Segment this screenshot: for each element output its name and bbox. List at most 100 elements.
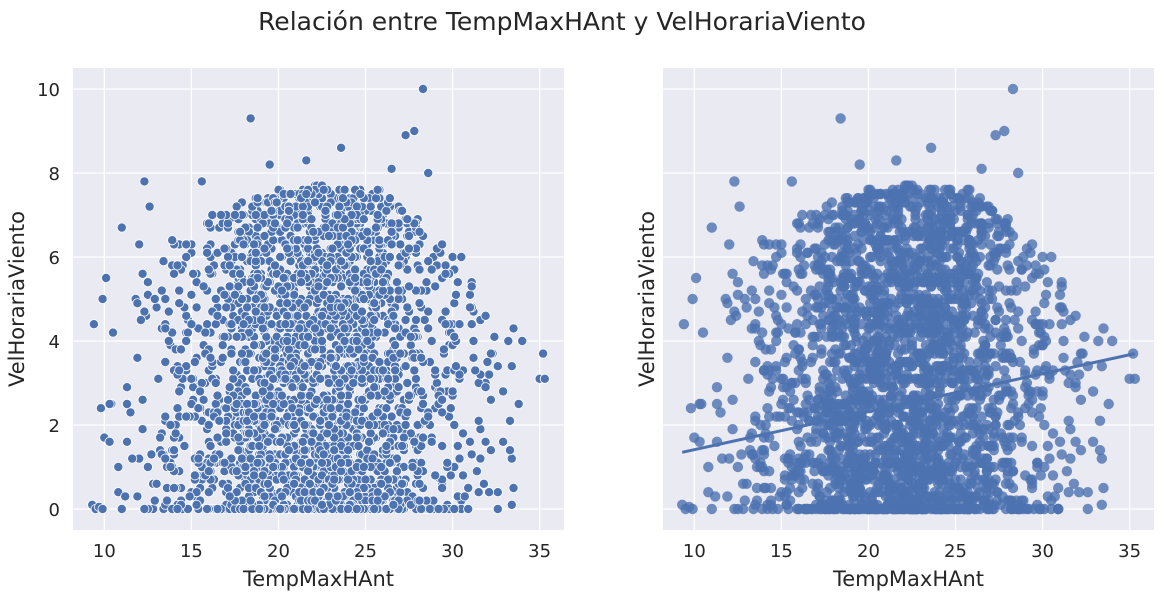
data-point	[779, 470, 791, 481]
data-point	[221, 403, 232, 414]
data-point	[174, 298, 185, 309]
data-point	[393, 382, 404, 393]
data-point	[912, 428, 923, 439]
data-point	[790, 327, 801, 338]
data-point	[388, 310, 399, 321]
data-point	[899, 197, 911, 208]
data-point	[376, 264, 387, 275]
data-point	[824, 226, 836, 237]
data-point	[266, 205, 277, 216]
data-point	[249, 411, 260, 422]
data-point	[941, 432, 952, 443]
x-tick-label: 20	[857, 541, 880, 562]
data-point	[917, 411, 928, 422]
data-point	[358, 461, 369, 472]
x-tick-label: 30	[1031, 541, 1054, 562]
data-point	[492, 503, 503, 514]
data-point	[440, 268, 451, 279]
data-point	[445, 470, 456, 481]
data-point	[353, 344, 364, 355]
data-point	[297, 201, 308, 212]
data-point	[423, 323, 434, 334]
data-point	[873, 445, 885, 456]
data-point	[393, 293, 404, 304]
data-point	[508, 323, 519, 334]
data-point	[1068, 478, 1080, 489]
data-point	[186, 289, 197, 300]
data-point	[135, 314, 146, 325]
data-point	[289, 478, 300, 489]
data-point	[449, 298, 460, 309]
data-point	[464, 289, 475, 300]
data-point	[224, 260, 235, 271]
data-point	[193, 403, 204, 414]
data-point	[127, 453, 138, 464]
data-point	[711, 398, 723, 410]
data-point	[299, 361, 310, 372]
data-point	[323, 419, 334, 430]
data-point	[983, 293, 994, 305]
data-point	[376, 478, 387, 489]
data-point	[205, 352, 216, 363]
data-point	[882, 235, 893, 246]
data-point	[800, 398, 811, 410]
data-point	[878, 478, 890, 489]
data-point	[153, 373, 164, 384]
data-points	[87, 84, 550, 514]
data-point	[350, 264, 361, 275]
data-point	[297, 436, 308, 447]
data-point	[238, 503, 249, 514]
data-point	[160, 453, 171, 464]
data-point	[395, 487, 406, 498]
data-point	[168, 268, 179, 279]
data-point	[437, 239, 448, 250]
data-point	[753, 306, 764, 317]
data-point	[249, 340, 260, 351]
data-point	[358, 403, 369, 414]
data-point	[350, 407, 361, 418]
data-point	[410, 314, 421, 325]
data-point	[925, 466, 937, 477]
data-point	[847, 323, 858, 334]
data-point	[957, 453, 968, 464]
data-point	[261, 348, 272, 359]
data-point	[374, 235, 385, 246]
data-point	[772, 327, 784, 338]
data-point	[282, 411, 293, 422]
data-point	[450, 361, 461, 372]
data-point	[430, 470, 441, 481]
data-point	[268, 461, 279, 472]
data-point	[424, 503, 435, 514]
data-point	[471, 466, 482, 477]
data-point	[887, 382, 898, 393]
data-point	[960, 193, 972, 204]
data-point	[950, 474, 961, 485]
data-point	[264, 453, 275, 464]
data-point	[776, 373, 787, 384]
data-point	[905, 415, 916, 426]
data-point	[339, 323, 350, 334]
data-point	[125, 407, 136, 418]
data-point	[240, 461, 251, 472]
data-point	[741, 302, 752, 313]
data-point	[296, 268, 307, 279]
data-point	[233, 281, 244, 292]
data-point	[993, 230, 1005, 242]
data-point	[1096, 361, 1108, 372]
data-point	[362, 335, 373, 346]
data-point	[365, 373, 376, 384]
data-point	[163, 306, 174, 317]
data-point	[762, 403, 773, 414]
data-point	[358, 214, 369, 225]
data-point	[1046, 251, 1057, 263]
data-point	[402, 377, 413, 388]
data-point	[776, 289, 787, 300]
data-point	[160, 293, 171, 304]
data-point	[1014, 503, 1026, 515]
data-point	[423, 167, 434, 178]
data-point	[403, 230, 414, 241]
data-point	[1026, 482, 1038, 494]
data-point	[269, 218, 280, 229]
data-point	[287, 382, 298, 393]
data-point	[172, 260, 183, 271]
